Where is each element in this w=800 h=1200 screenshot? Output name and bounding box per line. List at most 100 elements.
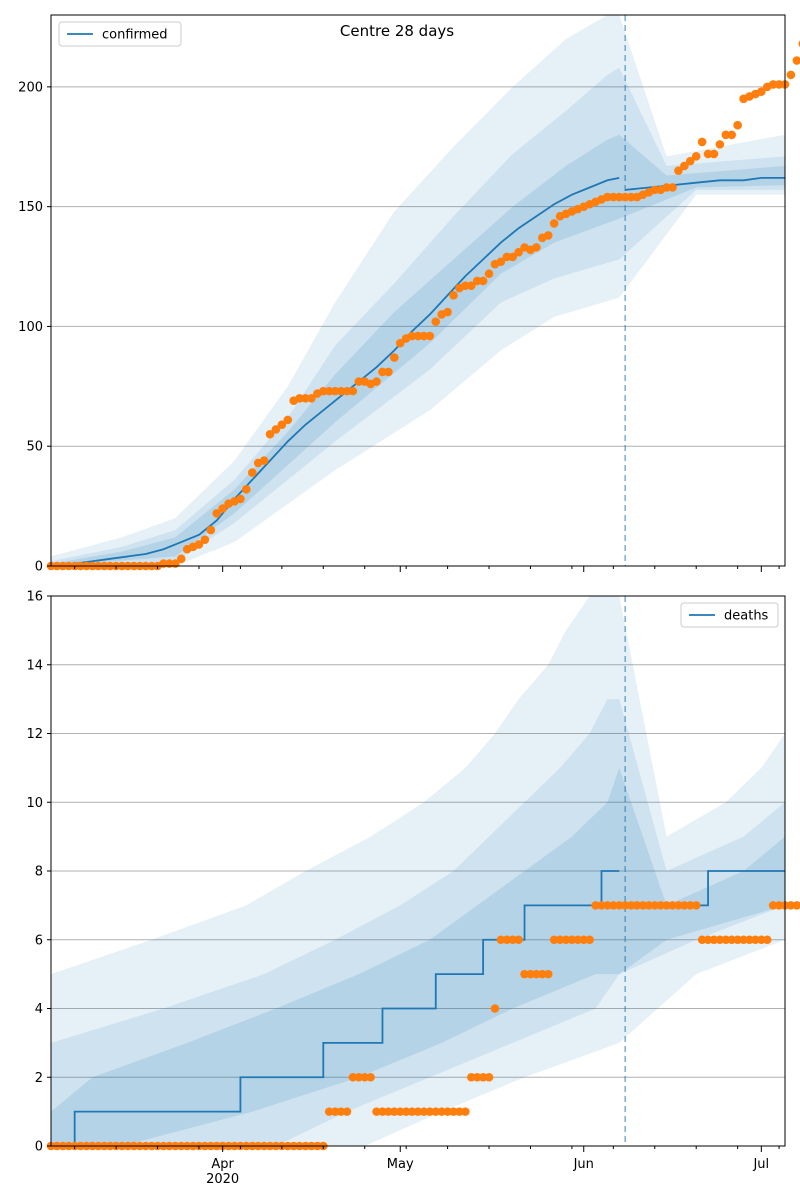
observed-point <box>443 1107 452 1116</box>
observed-point <box>218 504 227 513</box>
observed-point <box>324 386 334 396</box>
observed-point <box>461 281 470 291</box>
observed-point <box>721 935 731 945</box>
legend: confirmed <box>58 21 182 47</box>
observed-point <box>478 1072 488 1082</box>
y-tick-label: 0 <box>35 560 43 575</box>
x-tick-label: Jun <box>573 1157 594 1172</box>
observed-point <box>431 1107 441 1116</box>
observed-point <box>301 394 310 403</box>
uncertainty-band-outer <box>51 596 785 1146</box>
observed-point <box>395 1107 405 1116</box>
observed-point <box>786 901 796 910</box>
x-tick-label: Apr <box>211 1157 234 1172</box>
uncertainty-band-outer <box>51 15 785 566</box>
y-tick-label: 12 <box>26 727 43 742</box>
observed-point <box>425 1107 435 1116</box>
observed-point <box>502 252 512 262</box>
observed-point <box>709 149 719 159</box>
observed-point <box>212 508 222 518</box>
observed-point <box>543 231 553 240</box>
observed-point <box>638 901 648 910</box>
uncertainty-band-inner <box>51 134 785 566</box>
observed-point <box>449 290 458 300</box>
observed-point <box>733 935 742 945</box>
observed-point <box>461 1107 470 1116</box>
observed-point <box>496 935 506 945</box>
observed-point <box>271 425 281 434</box>
observed-point <box>348 386 358 396</box>
observed-point <box>324 1107 334 1116</box>
series-line-confirmed <box>51 177 620 566</box>
observed-point <box>259 456 269 465</box>
observed-point <box>674 166 683 176</box>
observed-point <box>650 901 660 910</box>
observed-point <box>614 192 624 202</box>
observed-points <box>46 40 800 571</box>
chart-title: Centre 28 days <box>340 22 454 40</box>
legend-box <box>680 602 779 628</box>
observed-point <box>774 901 784 910</box>
observed-point <box>455 1107 464 1116</box>
legend-label: confirmed <box>102 28 168 43</box>
observed-point <box>727 935 737 945</box>
observed-point <box>680 901 689 910</box>
observed-point <box>626 192 636 202</box>
observed-point <box>342 1107 352 1116</box>
y-tick-label: 16 <box>26 590 43 605</box>
observed-point <box>526 969 535 979</box>
uncertainty-band-middle <box>51 699 785 1146</box>
observed-point <box>342 386 352 396</box>
observed-point <box>620 901 630 910</box>
x-tick-label: Jul <box>752 1157 769 1172</box>
observed-point <box>466 281 476 291</box>
observed-point <box>206 525 216 535</box>
observed-point <box>194 540 204 549</box>
uncertainty-band-inner <box>51 767 785 1146</box>
observed-point <box>532 243 541 252</box>
observed-point <box>508 935 518 945</box>
observed-point <box>431 317 441 326</box>
observed-point <box>283 415 293 425</box>
observed-point <box>674 901 683 910</box>
observed-point <box>697 137 707 147</box>
observed-point <box>514 935 523 945</box>
observed-point <box>401 1107 411 1116</box>
observed-point <box>757 87 766 96</box>
observed-point <box>277 420 287 429</box>
observed-point <box>330 386 340 396</box>
legend: deaths <box>680 602 779 628</box>
observed-point <box>609 192 618 202</box>
confirmed-panel: 0 50 100 150 200 confirmed <box>18 14 800 575</box>
observed-point <box>597 901 606 910</box>
observed-point <box>721 130 731 140</box>
y-tick-label: 14 <box>26 658 43 673</box>
observed-point <box>739 935 748 945</box>
observed-point <box>614 901 624 910</box>
observed-point <box>508 252 518 262</box>
observed-point <box>774 80 784 89</box>
observed-point <box>265 429 275 439</box>
y-tick-label: 6 <box>35 933 43 948</box>
observed-point <box>632 901 642 910</box>
observed-point <box>395 338 405 348</box>
observed-point <box>757 935 766 945</box>
observed-point <box>472 276 482 286</box>
y-tick-label: 8 <box>35 865 43 880</box>
observed-point <box>762 935 772 945</box>
observed-point <box>715 935 725 945</box>
observed-point <box>549 935 559 945</box>
observed-point <box>384 1107 393 1116</box>
observed-point <box>668 183 677 192</box>
observed-point <box>242 485 251 494</box>
y-tick-label: 200 <box>18 80 43 95</box>
observed-point <box>691 152 701 161</box>
observed-point <box>478 276 488 286</box>
observed-point <box>295 394 304 403</box>
observed-point <box>236 494 245 504</box>
observed-point <box>620 192 630 202</box>
observed-point <box>413 331 423 341</box>
observed-point <box>532 969 541 979</box>
